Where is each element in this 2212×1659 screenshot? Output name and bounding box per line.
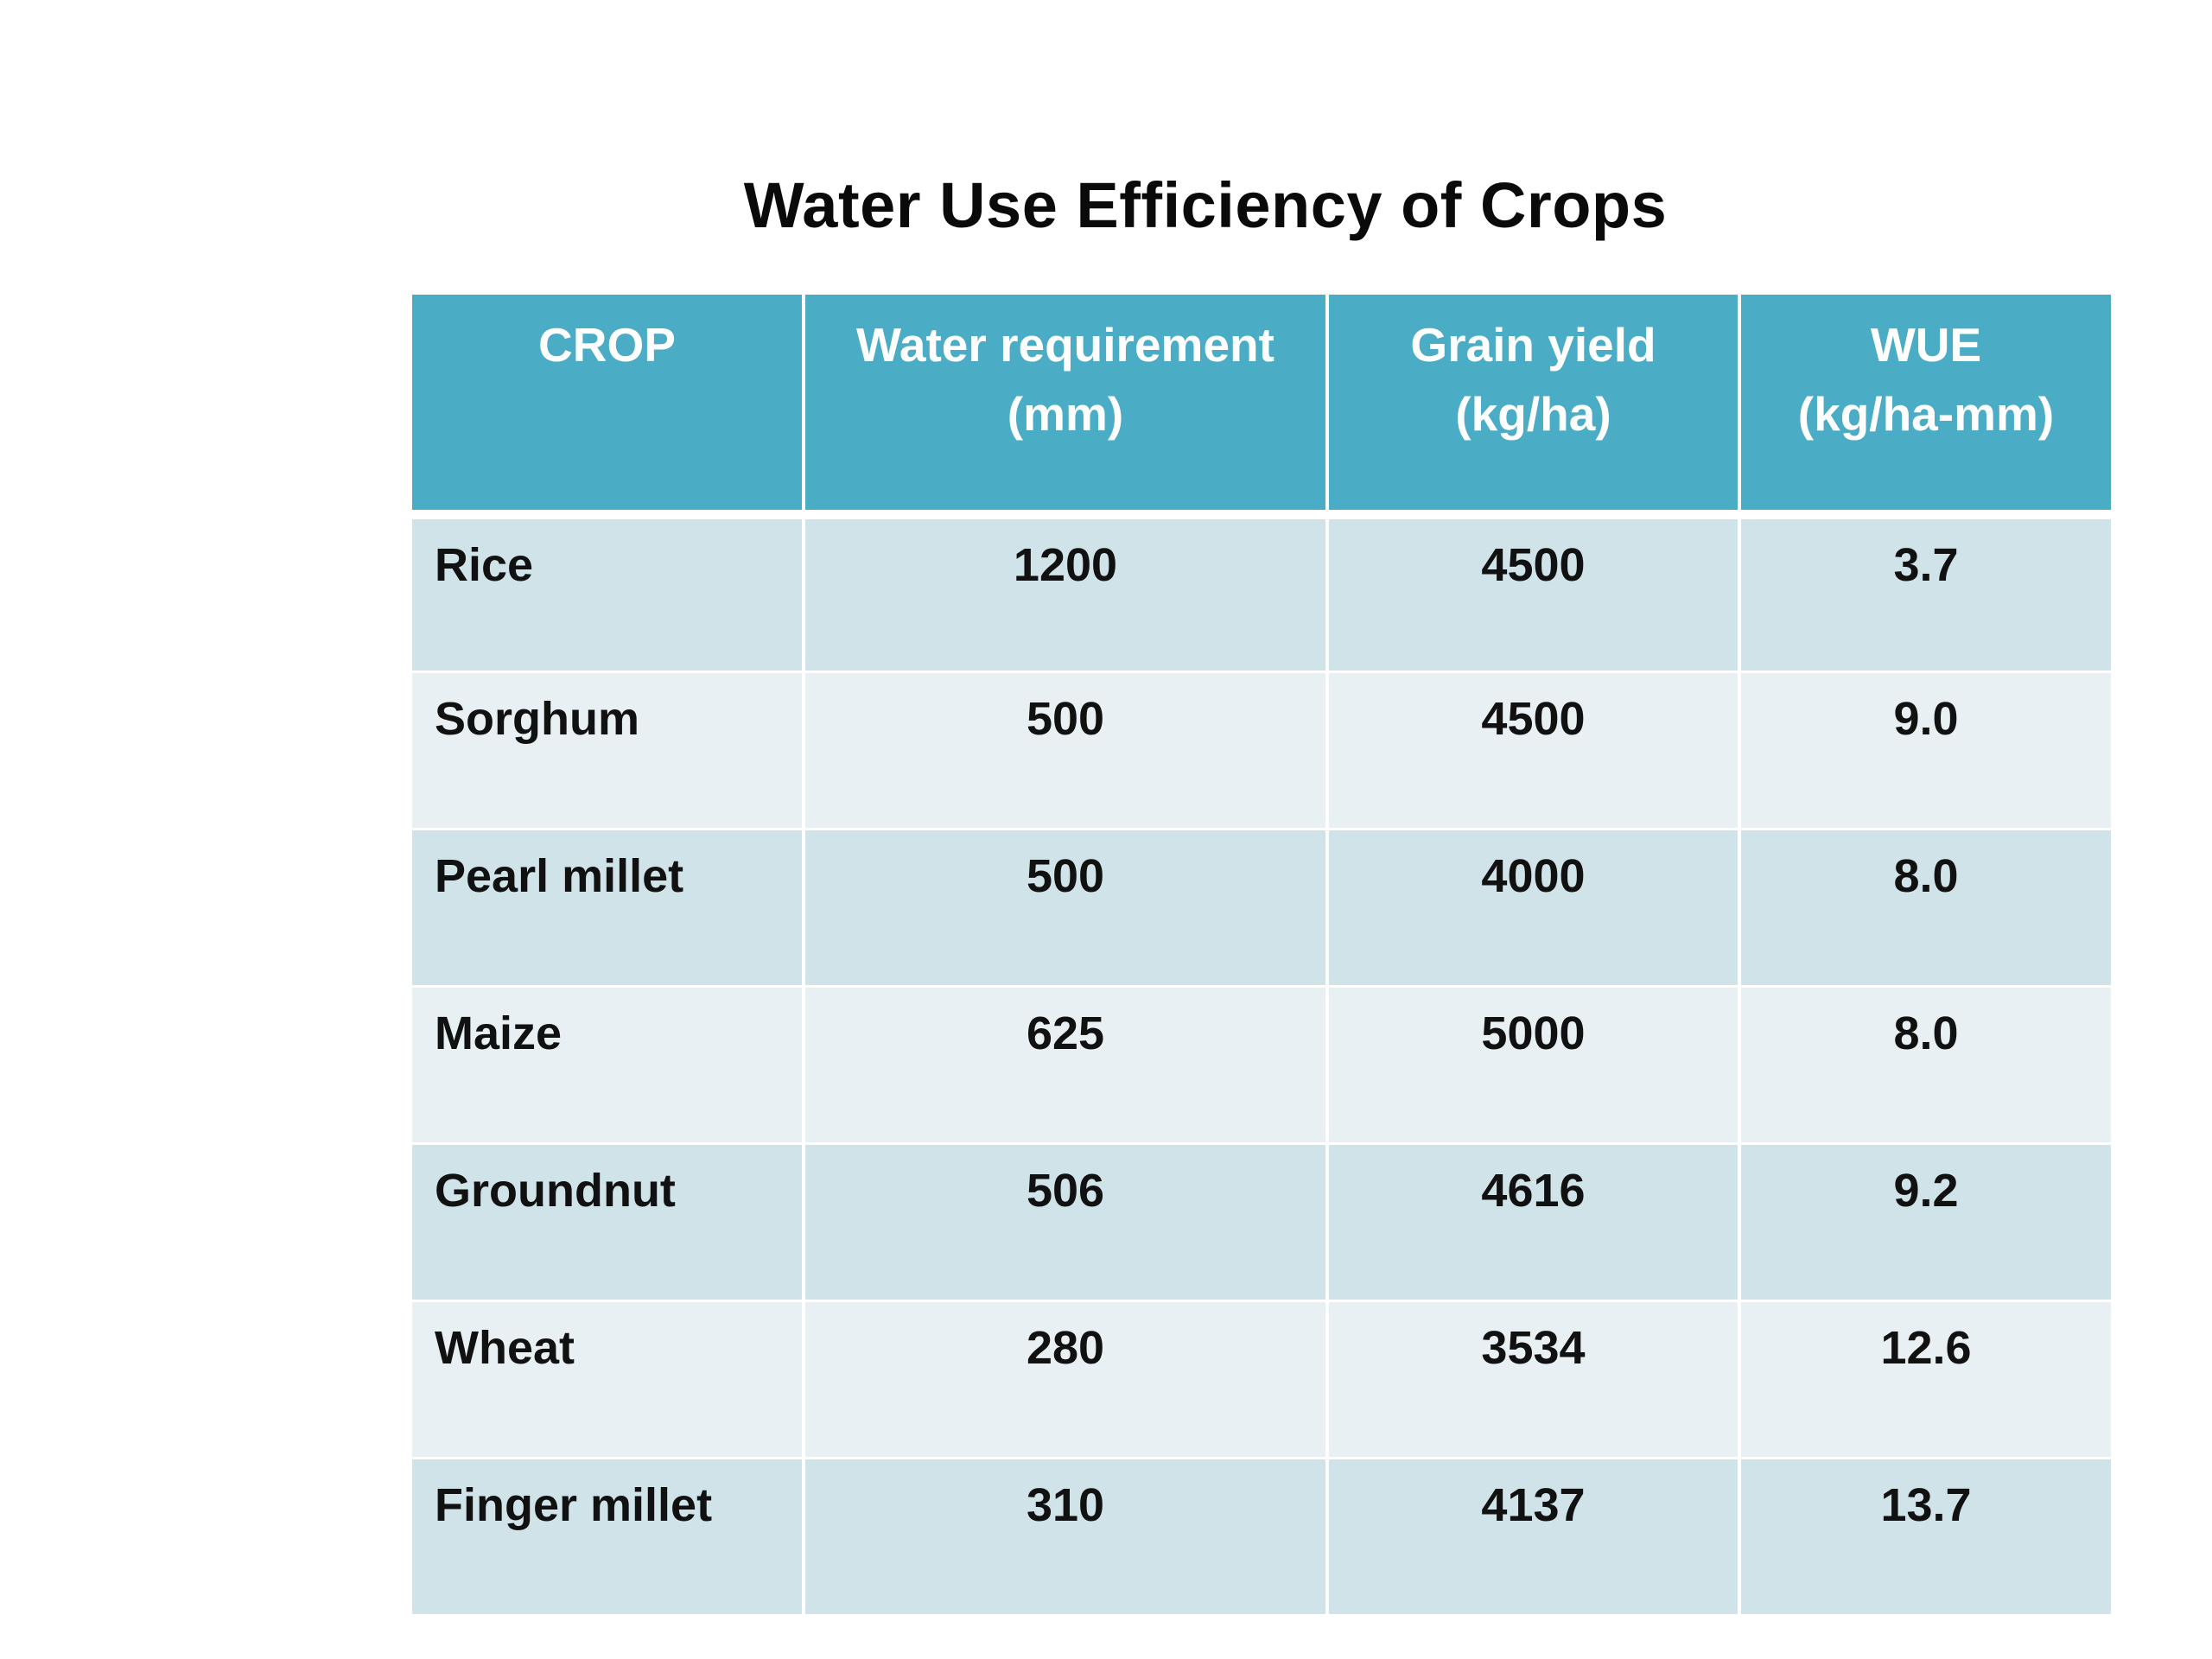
cell-water-requirement: 625 — [802, 986, 1329, 1145]
cell-grain-yield: 4137 — [1325, 1458, 1741, 1617]
header-water-requirement-unit: (mm) — [1007, 387, 1124, 441]
cell-crop: Finger millet — [412, 1458, 805, 1617]
header-grain-yield: Grain yield (kg/ha) — [1325, 295, 1741, 519]
cell-water-requirement: 500 — [802, 671, 1329, 830]
table-header-row: CROP Water requirement (mm) Grain yield … — [412, 295, 2111, 519]
cell-water-requirement: 1200 — [802, 514, 1329, 673]
cell-grain-yield: 4500 — [1325, 671, 1741, 830]
cell-crop: Sorghum — [412, 671, 805, 830]
crop-wue-table: CROP Water requirement (mm) Grain yield … — [412, 295, 2111, 1617]
cell-grain-yield: 4000 — [1325, 829, 1741, 988]
cell-crop: Pearl millet — [412, 829, 805, 988]
cell-crop: Wheat — [412, 1300, 805, 1459]
header-grain-yield-unit: (kg/ha) — [1455, 387, 1611, 441]
cell-wue: 8.0 — [1738, 986, 2111, 1145]
cell-wue: 13.7 — [1738, 1458, 2111, 1617]
cell-grain-yield: 4616 — [1325, 1143, 1741, 1302]
cell-water-requirement: 280 — [802, 1300, 1329, 1459]
table-row: Maize 625 5000 8.0 — [412, 986, 2111, 1145]
cell-wue: 9.0 — [1738, 671, 2111, 830]
header-crop-label: CROP — [538, 318, 676, 372]
slide-title: Water Use Efficiency of Crops — [743, 169, 1668, 241]
header-wue-label: WUE — [1870, 318, 1982, 372]
header-water-requirement-label: Water requirement — [856, 318, 1274, 372]
cell-wue: 9.2 — [1738, 1143, 2111, 1302]
table-row: Wheat 280 3534 12.6 — [412, 1300, 2111, 1459]
header-crop: CROP — [412, 295, 805, 519]
table-row: Sorghum 500 4500 9.0 — [412, 671, 2111, 830]
table-row: Finger millet 310 4137 13.7 — [412, 1458, 2111, 1617]
table-row: Rice 1200 4500 3.7 — [412, 514, 2111, 673]
header-wue-unit: (kg/ha-mm) — [1797, 387, 2055, 441]
cell-water-requirement: 310 — [802, 1458, 1329, 1617]
header-water-requirement: Water requirement (mm) — [802, 295, 1329, 519]
cell-wue: 3.7 — [1738, 514, 2111, 673]
cell-crop: Rice — [412, 514, 805, 673]
cell-grain-yield: 5000 — [1325, 986, 1741, 1145]
cell-wue: 12.6 — [1738, 1300, 2111, 1459]
cell-crop: Maize — [412, 986, 805, 1145]
cell-grain-yield: 3534 — [1325, 1300, 1741, 1459]
cell-crop: Groundnut — [412, 1143, 805, 1302]
cell-water-requirement: 500 — [802, 829, 1329, 988]
header-wue: WUE (kg/ha-mm) — [1738, 295, 2111, 519]
header-grain-yield-label: Grain yield — [1410, 318, 1656, 372]
cell-grain-yield: 4500 — [1325, 514, 1741, 673]
cell-wue: 8.0 — [1738, 829, 2111, 988]
table-row: Groundnut 506 4616 9.2 — [412, 1143, 2111, 1302]
cell-water-requirement: 506 — [802, 1143, 1329, 1302]
table-row: Pearl millet 500 4000 8.0 — [412, 829, 2111, 988]
